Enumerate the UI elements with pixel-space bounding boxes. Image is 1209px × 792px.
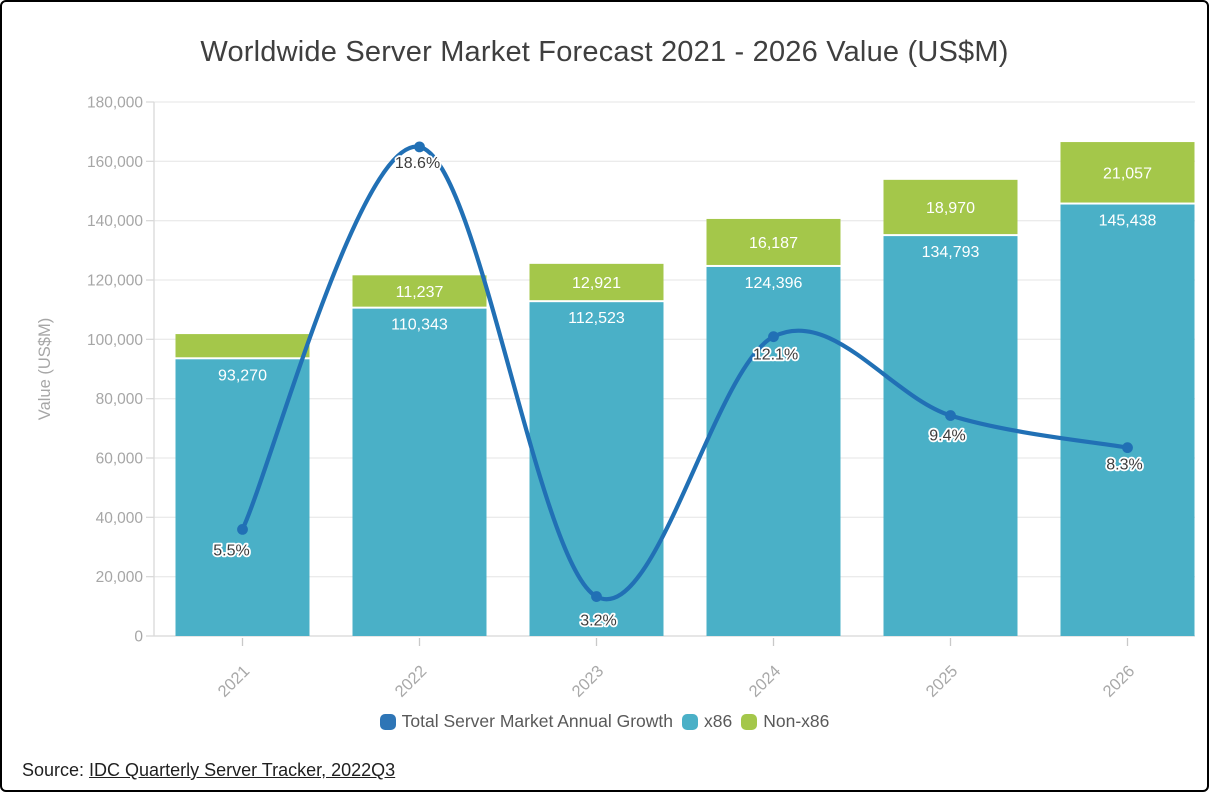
y-tick-label: 0	[134, 629, 143, 646]
x-tick-label-group: 2025	[923, 662, 962, 701]
source-prefix: Source:	[22, 760, 90, 780]
bar-label-x86: 134,793	[922, 244, 980, 261]
growth-point-2026	[1122, 442, 1133, 454]
bar-label-x86: 93,270	[218, 367, 267, 384]
y-tick-label: 60,000	[96, 451, 144, 468]
x-tick-label-group: 2022	[392, 662, 431, 701]
bar-label-x86: 145,438	[1099, 213, 1157, 230]
growth-label-2022: 18.6%	[395, 155, 440, 172]
growth-label-2026: 8.3%	[1106, 457, 1142, 474]
growth-label-2023: 3.2%	[580, 613, 616, 630]
growth-line	[240, 144, 1130, 602]
bar-x86-2026	[1060, 204, 1195, 636]
bar-x86-2022	[352, 308, 487, 636]
source-link[interactable]: IDC Quarterly Server Tracker, 2022Q3	[89, 760, 396, 780]
bar-x86-2023	[529, 302, 664, 636]
x-tick-label: 2026	[1100, 662, 1139, 701]
source-note: Source: IDC Quarterly Server Tracker, 20…	[22, 760, 395, 781]
x-tick-label-group: 2024	[746, 662, 785, 701]
bar-label-nonx86: 18,970	[926, 200, 975, 217]
growth-label-2021: 5.5%	[213, 542, 249, 559]
legend-label-nonx86: Non-x86	[763, 711, 830, 731]
y-tick-label: 40,000	[96, 510, 144, 527]
x-tick-label-group: 2021	[215, 662, 254, 701]
chart-title: Worldwide Server Market Forecast 2021 - …	[200, 36, 1009, 68]
growth-point-2022	[414, 141, 425, 153]
growth-point-2025	[945, 410, 956, 421]
y-tick-label: 180,000	[87, 95, 143, 112]
x-tick-label: 2022	[392, 662, 431, 701]
chart-legend: Total Server Market Annual Growth x86 No…	[2, 711, 1207, 732]
y-tick-label: 80,000	[96, 391, 144, 408]
y-tick-label: 20,000	[96, 569, 144, 586]
legend-label-growth: Total Server Market Annual Growth	[401, 711, 673, 731]
x-tick-label: 2024	[746, 662, 785, 701]
growth-point-2024	[768, 331, 779, 343]
bar-nonx86-2025	[883, 179, 1018, 235]
growth-point-2023	[591, 591, 602, 602]
legend-item-x86: x86	[682, 711, 732, 732]
legend-swatch-x86	[682, 713, 698, 730]
bar-nonx86-2026	[1060, 142, 1195, 203]
x-tick-label: 2023	[569, 662, 608, 701]
bar-label-nonx86: 12,921	[572, 275, 621, 292]
bar-label-x86: 124,396	[745, 275, 803, 292]
legend-label-x86: x86	[704, 711, 733, 731]
legend-swatch-nonx86	[741, 713, 758, 730]
bar-label-x86: 112,523	[568, 310, 625, 327]
y-tick-label: 160,000	[87, 154, 143, 171]
y-axis-title: Value (US$M)	[36, 318, 54, 420]
growth-label-2024: 12.1%	[753, 347, 798, 364]
bar-x86-2024	[706, 266, 841, 636]
legend-item-growth: Total Server Market Annual Growth	[379, 711, 673, 732]
y-tick-label: 100,000	[87, 332, 143, 349]
bar-label-nonx86: 16,187	[749, 235, 798, 252]
bar-label-x86: 110,343	[391, 317, 448, 334]
bar-nonx86-2021	[175, 334, 310, 358]
growth-label-2025: 9.4%	[929, 428, 965, 445]
bar-nonx86-2022	[352, 275, 487, 307]
legend-swatch-growth	[379, 713, 396, 730]
x-tick-label: 2025	[923, 662, 962, 701]
y-tick-label: 120,000	[87, 273, 143, 290]
bar-label-nonx86: 11,237	[396, 284, 444, 301]
chart-plot: 0 20,000 40,000 60,000 80,000 100,000 120,000 1…	[36, 95, 1195, 701]
y-tick-label: 140,000	[87, 213, 143, 230]
growth-point-2021	[237, 524, 248, 535]
x-tick-label: 2021	[215, 662, 254, 701]
bar-nonx86-2024	[706, 218, 841, 265]
legend-item-nonx86: Non-x86	[741, 711, 829, 732]
bar-label-nonx86: 21,057	[1103, 165, 1152, 182]
bar-nonx86-2023	[529, 263, 664, 301]
bar-x86-2025	[883, 236, 1018, 636]
x-tick-label-group: 2023	[569, 662, 608, 701]
x-tick-label-group: 2026	[1100, 662, 1139, 701]
